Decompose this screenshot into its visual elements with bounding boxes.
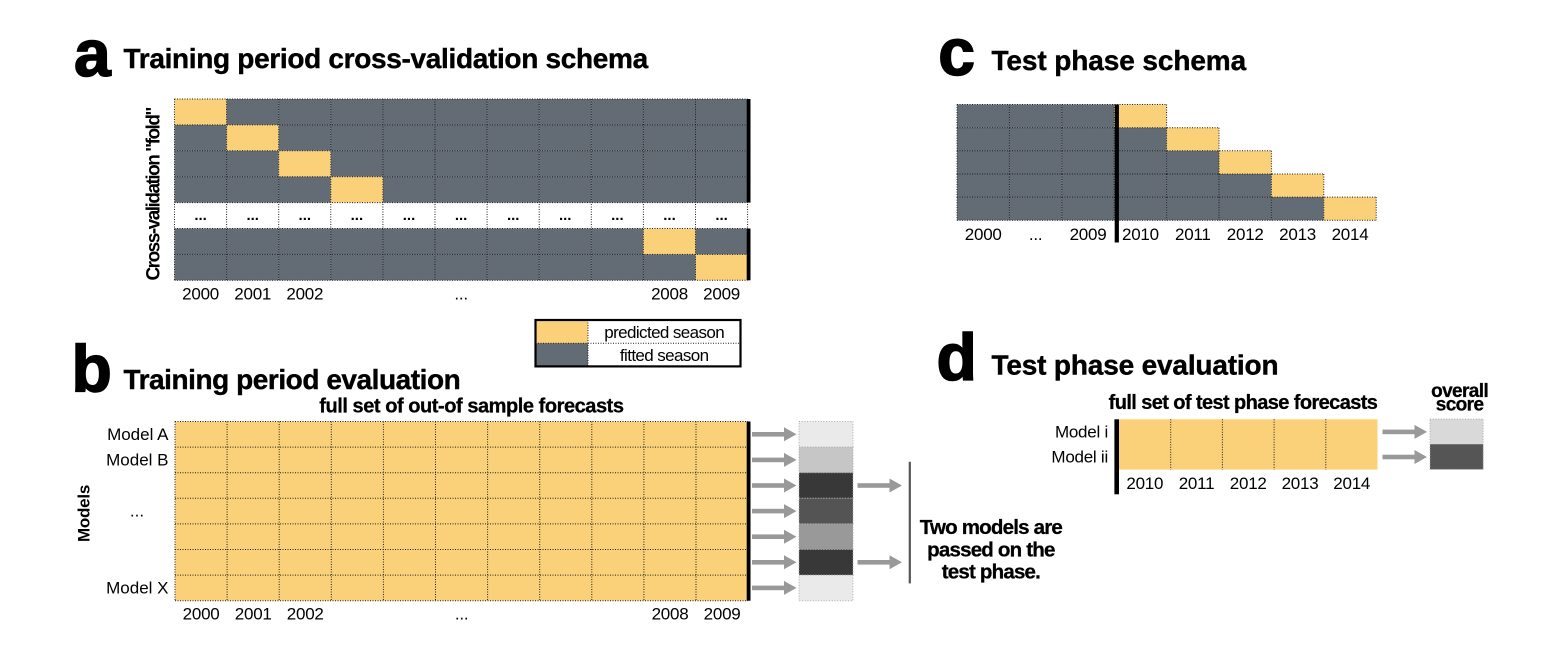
svg-text:2008: 2008 <box>651 285 688 304</box>
svg-text:2012: 2012 <box>1227 225 1264 244</box>
svg-text:fitted season: fitted season <box>620 346 709 365</box>
svg-text:...: ... <box>611 207 624 224</box>
svg-text:...: ... <box>507 207 520 224</box>
svg-text:predicted season: predicted season <box>604 323 724 342</box>
svg-text:...: ... <box>194 207 207 224</box>
svg-text:test phase.: test phase. <box>942 560 1040 583</box>
svg-text:2014: 2014 <box>1333 474 1370 493</box>
svg-text:...: ... <box>246 207 259 224</box>
svg-text:full set of test phase forecas: full set of test phase forecasts <box>1109 392 1378 414</box>
svg-text:Model B: Model B <box>106 450 168 469</box>
svg-text:Test phase evaluation: Test phase evaluation <box>992 350 1279 381</box>
svg-text:...: ... <box>663 207 676 224</box>
svg-text:a: a <box>74 16 112 90</box>
svg-text:Training period evaluation: Training period evaluation <box>124 364 461 395</box>
svg-text:2009: 2009 <box>704 605 741 624</box>
svg-text:2014: 2014 <box>1332 225 1369 244</box>
svg-text:...: ... <box>299 207 312 224</box>
svg-text:c: c <box>938 15 975 89</box>
svg-text:2011: 2011 <box>1175 225 1211 244</box>
svg-text:2000: 2000 <box>965 225 1002 244</box>
svg-text:2009: 2009 <box>1070 225 1107 244</box>
svg-text:2010: 2010 <box>1122 225 1159 244</box>
svg-text:...: ... <box>130 502 144 521</box>
svg-text:...: ... <box>351 207 364 224</box>
svg-text:passed on the: passed on the <box>927 538 1055 561</box>
svg-text:Test phase schema: Test phase schema <box>992 45 1247 76</box>
svg-text:Models: Models <box>75 485 94 542</box>
svg-text:2011: 2011 <box>1179 474 1215 493</box>
svg-text:Model ii: Model ii <box>1051 448 1108 467</box>
svg-text:b: b <box>72 331 112 405</box>
svg-text:2000: 2000 <box>182 285 219 304</box>
svg-text:full set of out-of sample fore: full set of out-of sample forecasts <box>319 396 624 418</box>
svg-text:...: ... <box>454 285 467 304</box>
svg-text:2008: 2008 <box>652 605 689 624</box>
svg-text:Model i: Model i <box>1055 422 1108 441</box>
svg-text:...: ... <box>715 207 728 224</box>
svg-text:2001: 2001 <box>234 285 271 304</box>
svg-text:...: ... <box>455 605 468 624</box>
svg-text:2012: 2012 <box>1230 474 1267 493</box>
svg-text:score: score <box>1436 395 1484 416</box>
svg-text:...: ... <box>455 207 468 224</box>
svg-text:Model X: Model X <box>106 578 168 597</box>
svg-text:2002: 2002 <box>286 285 323 304</box>
svg-text:Training period cross-validati: Training period cross-validation schema <box>124 43 649 74</box>
svg-text:Model A: Model A <box>107 425 169 444</box>
svg-text:overall: overall <box>1431 381 1488 402</box>
svg-text:2009: 2009 <box>703 285 740 304</box>
svg-text:...: ... <box>559 207 572 224</box>
svg-text:2010: 2010 <box>1126 474 1163 493</box>
svg-text:...: ... <box>403 207 416 224</box>
svg-text:Two models are: Two models are <box>920 516 1063 539</box>
svg-text:2002: 2002 <box>287 605 324 624</box>
svg-text:Cross-validation "fold": Cross-validation "fold" <box>144 108 165 281</box>
svg-text:2000: 2000 <box>183 605 220 624</box>
svg-text:2001: 2001 <box>235 605 272 624</box>
svg-text:d: d <box>937 320 977 394</box>
svg-text:...: ... <box>1029 225 1042 244</box>
svg-text:2013: 2013 <box>1282 474 1319 493</box>
svg-text:2013: 2013 <box>1279 225 1316 244</box>
